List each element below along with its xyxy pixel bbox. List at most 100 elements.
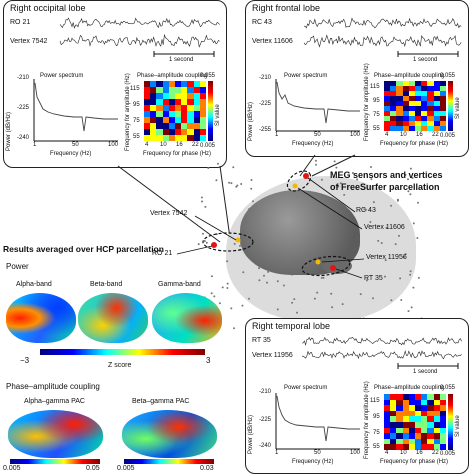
heatmap-cell <box>427 81 434 86</box>
meg-sensor-dot <box>230 182 233 185</box>
frontal-spectrum-xtick: 1 <box>275 132 279 138</box>
heatmap-cell <box>193 93 200 99</box>
occipital-pac-xtick: 4 <box>145 142 149 148</box>
meg-sensor-dot <box>217 162 219 165</box>
meg-sensor-dot <box>333 160 336 163</box>
heatmap-cell <box>402 433 409 439</box>
heatmap-cell <box>199 129 206 135</box>
occipital-spectrum-title: Power spectrum <box>40 73 84 79</box>
heatmap-cell <box>150 135 157 141</box>
meg-sensor-dot <box>276 280 279 283</box>
frontal-scalebar-label: 1 second <box>413 57 438 63</box>
heatmap-cell <box>402 81 409 86</box>
heatmap-cell <box>402 444 409 450</box>
heatmap-cell <box>150 111 157 117</box>
occipital-pac-xtick: 22 <box>192 142 199 148</box>
heatmap-cell <box>162 99 169 105</box>
meg-sensor-dot <box>385 226 388 229</box>
heatmap-cell <box>402 86 409 91</box>
meg-sensor-dot <box>200 196 203 199</box>
meg-sensor-dot <box>390 299 393 302</box>
heatmap-cell <box>427 421 434 428</box>
heatmap-cell <box>408 96 415 101</box>
meg-sensor-dot <box>315 163 317 166</box>
meg-sensor-dot <box>351 172 354 174</box>
heatmap-cell <box>193 135 200 141</box>
brain-map-gamma <box>152 293 222 343</box>
meg-sensor-dot <box>365 279 368 282</box>
heatmap-cell <box>150 93 157 99</box>
heatmap-cell <box>181 81 188 87</box>
heatmap-cell <box>187 129 194 135</box>
frontal-pac-xtick: 22 <box>432 132 439 138</box>
heatmap-cell <box>384 444 391 450</box>
heatmap-cell <box>402 121 409 126</box>
power-colorbar <box>40 349 205 355</box>
heatmap-cell <box>433 421 440 428</box>
heatmap-cell <box>408 399 415 406</box>
meg-sensor-dot <box>210 292 213 295</box>
pac-cbar-left-min: 0.005 <box>3 465 21 472</box>
heatmap-cell <box>390 86 397 91</box>
temporal-spectrum-xlabel: Frequency (Hz) <box>292 459 334 465</box>
heatmap-cell <box>408 394 415 400</box>
meg-sensor-dot <box>398 234 400 237</box>
temporal-sensor-label: RT 35 <box>252 337 271 344</box>
heatmap-cell <box>396 433 403 439</box>
power-cbar-label: Z score <box>108 362 132 369</box>
occipital-panel: Right occipital lobe RO 21 Vertex 7542 1… <box>3 0 227 168</box>
meg-sensor-dot <box>232 166 235 169</box>
heatmap-cell <box>427 121 434 126</box>
heatmap-cell <box>162 129 169 135</box>
heatmap-cell <box>439 81 446 86</box>
heatmap-cell <box>439 96 446 101</box>
heatmap-cell <box>414 101 422 106</box>
heatmap-cell <box>390 416 397 422</box>
heatmap-cell <box>414 96 422 101</box>
heatmap-cell <box>439 86 446 91</box>
heatmap-cell <box>433 444 440 450</box>
heatmap-cell <box>433 438 440 445</box>
temporal-pac-heatmap <box>384 394 446 450</box>
heatmap-cell <box>199 81 206 87</box>
frontal-sensor-label: RC 43 <box>252 19 272 26</box>
label-rt35: RT 35 <box>364 275 383 282</box>
meg-sensor-dot <box>403 256 405 258</box>
heatmap-cell <box>181 105 188 111</box>
heatmap-cell <box>414 433 422 439</box>
meg-sensor-dot <box>242 271 245 274</box>
temporal-spectrum-ytick: -210 <box>259 389 272 395</box>
heatmap-cell <box>168 117 175 123</box>
occipital-scalebar <box>153 51 215 57</box>
heatmap-cell <box>144 129 151 135</box>
meg-sensor-dot <box>337 185 339 188</box>
heatmap-cell <box>396 410 403 417</box>
heatmap-cell <box>408 438 415 445</box>
heatmap-cell <box>390 81 397 86</box>
temporal-pac-cbar-min: 0.005 <box>440 451 456 457</box>
meg-sensor-dot <box>412 222 415 225</box>
heatmap-cell <box>174 99 182 105</box>
heatmap-cell <box>150 105 157 111</box>
heatmap-cell <box>174 123 182 129</box>
meg-sensor-dot <box>396 199 399 202</box>
heatmap-cell <box>390 394 397 400</box>
heatmap-cell <box>439 394 446 400</box>
brain-map-alpha <box>6 293 76 343</box>
meg-sensor-dot <box>213 295 216 298</box>
meg-sensor-dot <box>240 183 243 185</box>
heatmap-cell <box>384 121 391 126</box>
heatmap-cell <box>174 87 182 93</box>
temporal-panel: Right temporal lobe RT 35 Vertex 11956 1… <box>245 318 469 474</box>
heatmap-cell <box>150 87 157 93</box>
temporal-title: Right temporal lobe <box>252 321 331 331</box>
heatmap-cell <box>408 405 415 411</box>
pac-cbar-left-max: 0.05 <box>86 465 100 472</box>
meg-sensor-dot <box>407 190 410 193</box>
heatmap-cell <box>181 99 188 105</box>
meg-sensor-dot <box>407 178 409 181</box>
frontal-ellipse <box>286 170 312 192</box>
heatmap-cell <box>193 99 200 105</box>
frontal-title: Right frontal lobe <box>252 3 321 13</box>
heatmap-cell <box>193 123 200 129</box>
